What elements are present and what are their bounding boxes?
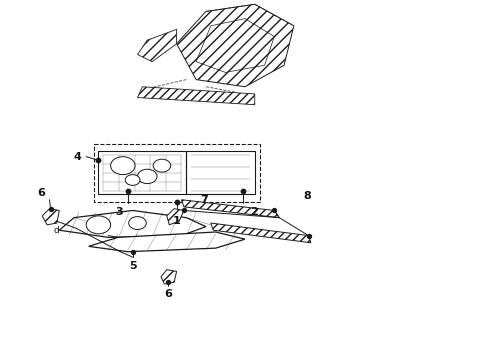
- Circle shape: [153, 159, 171, 172]
- Text: 5: 5: [129, 261, 136, 271]
- Point: [124, 188, 132, 194]
- Point: [164, 279, 171, 285]
- Polygon shape: [138, 30, 176, 62]
- Polygon shape: [176, 4, 294, 87]
- Text: 6: 6: [164, 289, 171, 300]
- Point: [47, 206, 54, 212]
- Polygon shape: [59, 211, 206, 237]
- Polygon shape: [167, 209, 184, 225]
- Circle shape: [125, 175, 140, 185]
- Text: 1: 1: [172, 216, 180, 226]
- Point: [95, 157, 102, 163]
- Circle shape: [138, 169, 157, 184]
- Point: [180, 208, 188, 213]
- Point: [129, 249, 137, 255]
- Text: d: d: [53, 226, 59, 235]
- Point: [239, 188, 246, 194]
- Text: 7: 7: [200, 195, 208, 205]
- Polygon shape: [181, 200, 279, 218]
- Circle shape: [111, 157, 135, 175]
- Text: 6: 6: [37, 188, 45, 198]
- Polygon shape: [42, 209, 59, 225]
- Text: 8: 8: [304, 191, 311, 201]
- Point: [172, 199, 180, 204]
- Text: 4: 4: [74, 152, 81, 162]
- Polygon shape: [138, 87, 255, 105]
- Polygon shape: [161, 270, 176, 284]
- Polygon shape: [211, 223, 311, 243]
- Point: [270, 208, 278, 213]
- Circle shape: [86, 216, 111, 234]
- Circle shape: [129, 217, 147, 229]
- Polygon shape: [89, 232, 245, 252]
- Point: [305, 233, 313, 238]
- Polygon shape: [98, 151, 186, 194]
- Text: 3: 3: [115, 207, 123, 217]
- Text: 2: 2: [250, 207, 258, 217]
